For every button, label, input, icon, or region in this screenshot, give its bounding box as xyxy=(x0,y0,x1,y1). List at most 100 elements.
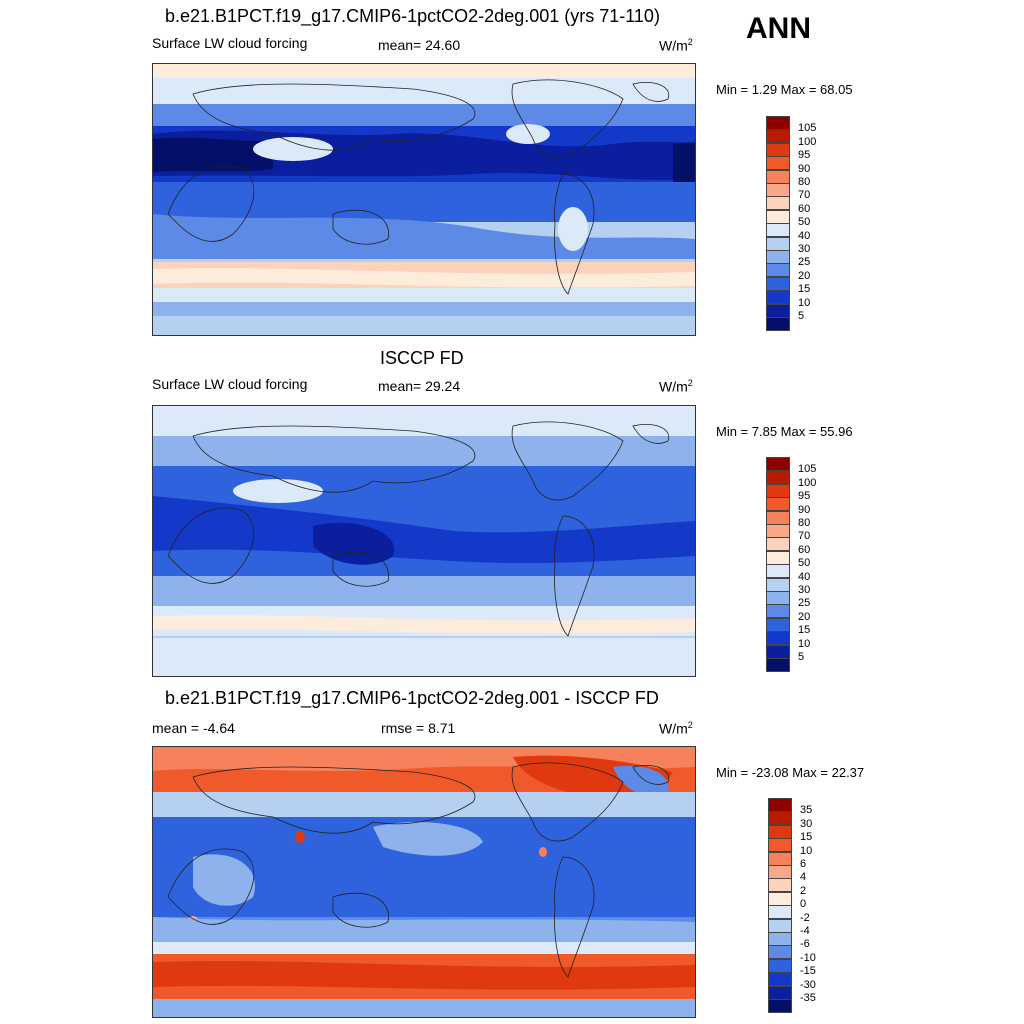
colorbar-label: 40 xyxy=(798,570,811,583)
colorbar-label: 6 xyxy=(800,858,807,870)
colorbar-label: 90 xyxy=(798,503,811,516)
colorbar-swatch xyxy=(766,156,790,171)
panel2-minmax: Min = 7.85 Max = 55.96 xyxy=(716,424,853,439)
colorbar-label: 20 xyxy=(798,610,811,623)
colorbar-swatch xyxy=(766,317,790,331)
colorbar-label: 90 xyxy=(798,162,811,175)
colorbar-label: 15 xyxy=(798,283,811,296)
colorbar-swatch xyxy=(766,290,790,305)
colorbar-swatch xyxy=(766,276,790,291)
colorbar-label: -10 xyxy=(800,951,816,964)
colorbar-label: 60 xyxy=(798,543,811,556)
colorbar-swatch xyxy=(768,798,792,812)
panel2-mean-label: mean= 29.24 xyxy=(378,378,461,394)
colorbar-label: 100 xyxy=(798,476,817,489)
colorbar-swatch xyxy=(766,524,790,538)
colorbar-swatch xyxy=(766,263,790,278)
colorbar-swatch xyxy=(768,824,792,839)
colorbar-label: 100 xyxy=(798,135,817,148)
colorbar-swatch xyxy=(766,169,790,184)
colorbar-label: 80 xyxy=(798,517,811,529)
colorbar-label: 35 xyxy=(800,804,813,817)
colorbar-label: 70 xyxy=(798,189,811,202)
colorbar-label: 10 xyxy=(798,296,811,309)
colorbar-label: 25 xyxy=(798,256,811,269)
colorbar-label: -6 xyxy=(800,938,810,951)
colorbar-swatch xyxy=(766,631,790,646)
colorbar-label: 10 xyxy=(798,637,811,650)
colorbar-swatch xyxy=(766,564,790,579)
colorbar-swatch xyxy=(768,958,792,973)
colorbar-swatch xyxy=(768,811,792,826)
panel3-title: b.e21.B1PCT.f19_g17.CMIP6-1pctCO2-2deg.0… xyxy=(165,688,659,708)
colorbar-swatch xyxy=(768,999,792,1013)
colorbar-swatch xyxy=(768,905,792,920)
panel2-variable-label: Surface LW cloud forcing xyxy=(152,376,308,392)
colorbar-swatch xyxy=(766,604,790,619)
colorbar-label: 30 xyxy=(798,243,811,255)
colorbar-swatch xyxy=(768,918,792,933)
colorbar-swatch xyxy=(766,497,790,512)
colorbar-swatch xyxy=(768,891,792,906)
panel3-minmax: Min = -23.08 Max = 22.37 xyxy=(716,765,865,780)
colorbar-label: 50 xyxy=(798,216,811,229)
panel1-map xyxy=(152,63,696,336)
colorbar-label: 105 xyxy=(798,122,817,135)
colorbar-label: -2 xyxy=(800,911,810,924)
colorbar-swatch xyxy=(766,591,790,605)
colorbar-swatch xyxy=(766,617,790,632)
colorbar-label: 5 xyxy=(798,310,805,322)
colorbar-swatch xyxy=(766,550,790,565)
colorbar-label: -30 xyxy=(800,978,816,991)
colorbar-swatch xyxy=(766,510,790,525)
colorbar-swatch xyxy=(766,236,790,251)
colorbar-label: -4 xyxy=(800,925,810,937)
panel2-units: W/m2 xyxy=(659,378,693,395)
colorbar-label: 15 xyxy=(800,831,813,844)
colorbar-label: -15 xyxy=(800,965,816,978)
colorbar-label: 70 xyxy=(798,530,811,543)
colorbar-swatch xyxy=(766,457,790,471)
colorbar-swatch xyxy=(768,932,792,946)
panel3-map xyxy=(152,746,696,1018)
panel2-map xyxy=(152,405,696,677)
colorbar-swatch xyxy=(768,838,792,853)
colorbar-swatch xyxy=(766,303,790,318)
panel1-units: W/m2 xyxy=(659,37,693,54)
panel1-title: b.e21.B1PCT.f19_g17.CMIP6-1pctCO2-2deg.0… xyxy=(165,6,660,26)
colorbar-label: 10 xyxy=(800,844,813,857)
colorbar-swatch xyxy=(766,250,790,264)
colorbar-label: 20 xyxy=(798,269,811,282)
colorbar-swatch xyxy=(768,878,792,893)
panel2-title: ISCCP FD xyxy=(380,348,464,368)
panel3-units: W/m2 xyxy=(659,720,693,737)
colorbar-swatch xyxy=(766,537,790,552)
colorbar-label: 40 xyxy=(798,229,811,242)
colorbar-label: 15 xyxy=(798,624,811,637)
colorbar-swatch xyxy=(766,644,790,659)
colorbar-label: 30 xyxy=(800,817,813,830)
colorbar-swatch xyxy=(768,945,792,960)
panel1-variable-label: Surface LW cloud forcing xyxy=(152,35,308,51)
colorbar-swatch xyxy=(766,116,790,130)
colorbar-swatch xyxy=(768,865,792,879)
colorbar-swatch xyxy=(766,142,790,157)
colorbar-swatch xyxy=(766,223,790,238)
season-label: ANN xyxy=(746,12,811,45)
colorbar-swatch xyxy=(766,470,790,485)
colorbar-label: 25 xyxy=(798,597,811,610)
colorbar-swatch xyxy=(768,985,792,1000)
colorbar-swatch xyxy=(766,577,790,592)
colorbar-swatch xyxy=(766,129,790,144)
colorbar-label: 0 xyxy=(800,898,807,911)
colorbar-label: 5 xyxy=(798,651,805,663)
colorbar-label: 95 xyxy=(798,490,811,503)
colorbar-swatch xyxy=(768,851,792,866)
colorbar-label: 105 xyxy=(798,463,817,476)
panel1-mean-label: mean= 24.60 xyxy=(378,37,461,53)
panel1-minmax: Min = 1.29 Max = 68.05 xyxy=(716,82,853,97)
colorbar-swatch xyxy=(766,209,790,224)
colorbar-label: 4 xyxy=(800,871,807,884)
colorbar-swatch xyxy=(768,972,792,987)
colorbar-swatch xyxy=(766,658,790,672)
